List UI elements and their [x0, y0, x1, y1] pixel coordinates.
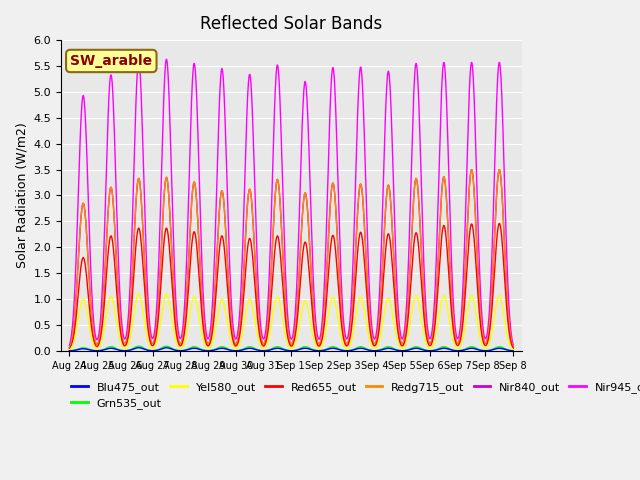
- Text: SW_arable: SW_arable: [70, 54, 152, 68]
- Y-axis label: Solar Radiation (W/m2): Solar Radiation (W/m2): [15, 122, 28, 268]
- Legend: Blu475_out, Grn535_out, Yel580_out, Red655_out, Redg715_out, Nir840_out, Nir945_: Blu475_out, Grn535_out, Yel580_out, Red6…: [67, 377, 640, 414]
- Title: Reflected Solar Bands: Reflected Solar Bands: [200, 15, 383, 33]
